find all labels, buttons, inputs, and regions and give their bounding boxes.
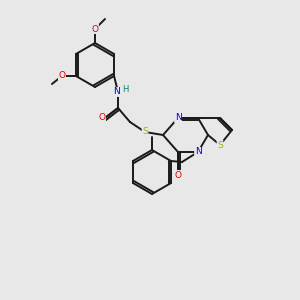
- Text: N: N: [195, 148, 201, 157]
- Text: O: O: [58, 71, 65, 80]
- Text: N: N: [112, 88, 119, 97]
- Text: O: O: [98, 113, 106, 122]
- Text: N: N: [175, 113, 182, 122]
- Text: S: S: [142, 128, 148, 136]
- Text: O: O: [92, 25, 98, 34]
- Text: S: S: [217, 140, 223, 149]
- Text: H: H: [122, 85, 128, 94]
- Text: O: O: [175, 170, 182, 179]
